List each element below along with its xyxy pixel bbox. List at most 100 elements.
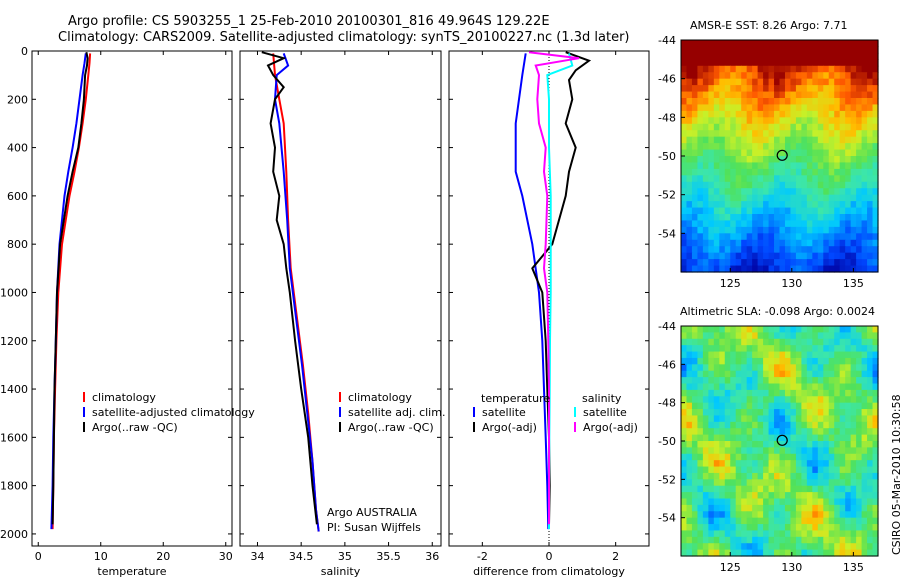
sla-map-cell [806, 415, 813, 423]
sst-map-cell [861, 265, 868, 273]
sst-map-cell [845, 46, 852, 54]
sla-map-cell [784, 536, 792, 544]
sst-map-cell [768, 72, 775, 80]
sst-map-cell [724, 110, 731, 118]
sla-map-cell [817, 345, 824, 353]
sst-map-cell [757, 207, 764, 215]
sla-map-cell [806, 409, 813, 417]
sla-map-cell [702, 441, 709, 448]
sst-map-cell [730, 110, 737, 118]
sst-map-cell [828, 246, 835, 254]
sla-map-cell [779, 326, 786, 333]
sla-map-cell [697, 421, 704, 429]
sst-map-cell [817, 52, 824, 60]
sla-map-cell [784, 434, 792, 442]
sst-map-cell [812, 130, 819, 138]
sla-map-cell [746, 351, 753, 359]
sst-map-cell [828, 156, 835, 164]
sla-map-cell [763, 345, 770, 353]
sst-map-cell [861, 207, 868, 215]
sst-map-cell [828, 162, 835, 170]
sla-map-cell [724, 504, 731, 512]
sla-map-cell [719, 409, 726, 417]
sla-map-cell [850, 409, 857, 417]
sla-map-cell [812, 383, 819, 391]
sst-map-cell [779, 98, 786, 106]
sla-map-cell [812, 396, 819, 404]
sst-map-cell [774, 123, 781, 131]
sst-map-cell [719, 226, 726, 234]
sla-map-cell [735, 345, 742, 353]
sst-map-cell [752, 98, 759, 106]
sst-map-cell [828, 65, 835, 73]
sst-map-cell [691, 136, 699, 144]
sst-map-cell [867, 233, 874, 241]
sla-map-cell [806, 357, 813, 365]
sst-map-cell [702, 156, 709, 164]
sst-map-cell [763, 168, 770, 176]
sla-map-cell [741, 428, 748, 436]
sst-map-cell [686, 123, 693, 131]
sst-map-cell [861, 98, 868, 106]
sst-map-cell [845, 65, 852, 73]
sla-map-cell [691, 524, 699, 532]
sst-map-cell [790, 194, 797, 202]
sla-map-cell [856, 409, 863, 417]
sst-map-cell [752, 226, 759, 234]
sst-map-cell [708, 136, 715, 144]
sst-map-cell [795, 162, 802, 170]
sla-map-cell [812, 434, 819, 442]
sst-map-cell [872, 239, 879, 247]
sst-map-cell [790, 46, 797, 54]
sst-map-cell [757, 104, 764, 112]
sst-map-cell [845, 162, 852, 170]
sst-map-cell [806, 175, 813, 183]
sst-map-cell [708, 226, 715, 234]
sla-map-cell [784, 383, 792, 391]
sst-map-cell [812, 59, 819, 67]
sst-map-cell [697, 181, 704, 189]
sla-map-cell [779, 370, 786, 378]
sla-map-cell [784, 326, 792, 333]
sst-map-cell [834, 188, 841, 196]
sst-map-cell [872, 233, 879, 241]
sst-map-cell [708, 252, 715, 260]
sst-map-cell [834, 46, 841, 54]
sst-map-cell [746, 46, 753, 54]
sst-map-cell [784, 214, 792, 222]
sst-map-cell [828, 78, 835, 86]
sla-map-cell [790, 447, 797, 455]
sst-map-cell [823, 104, 830, 112]
sla-map-cell [790, 428, 797, 436]
sla-map-ytick-label: -54 [658, 512, 676, 525]
sst-map-cell [735, 40, 742, 48]
sst-map-cell [795, 136, 802, 144]
sst-map-cell [861, 110, 868, 118]
sla-map-cell [713, 466, 720, 474]
sst-map-cell [713, 98, 720, 106]
sst-map-cell [746, 259, 753, 267]
sla-map-cell [735, 332, 742, 340]
sst-map-cell [681, 246, 688, 254]
sst-map-cell [697, 52, 704, 60]
sst-map-cell [823, 188, 830, 196]
sst-map-cell [686, 72, 693, 80]
sst-map-cell [834, 246, 841, 254]
sst-map-cell [823, 214, 830, 222]
sla-map-cell [823, 421, 830, 429]
sla-map-cell [779, 460, 786, 468]
sla-map-cell [768, 441, 775, 448]
sla-map-cell [735, 504, 742, 512]
depth-tick-label: 800 [7, 238, 28, 251]
sla-map-cell [823, 466, 830, 474]
sst-map-cell [741, 136, 748, 144]
sla-map-cell [872, 351, 879, 359]
sla-map-cell [708, 492, 715, 500]
sla-map-cell [757, 472, 764, 480]
sst-map-cell [812, 72, 819, 80]
sst-map-cell [741, 117, 748, 125]
sla-map-cell [812, 364, 819, 372]
sst-map-cell [790, 246, 797, 254]
sla-map-cell [735, 460, 742, 468]
sst-map-cell [774, 201, 781, 209]
